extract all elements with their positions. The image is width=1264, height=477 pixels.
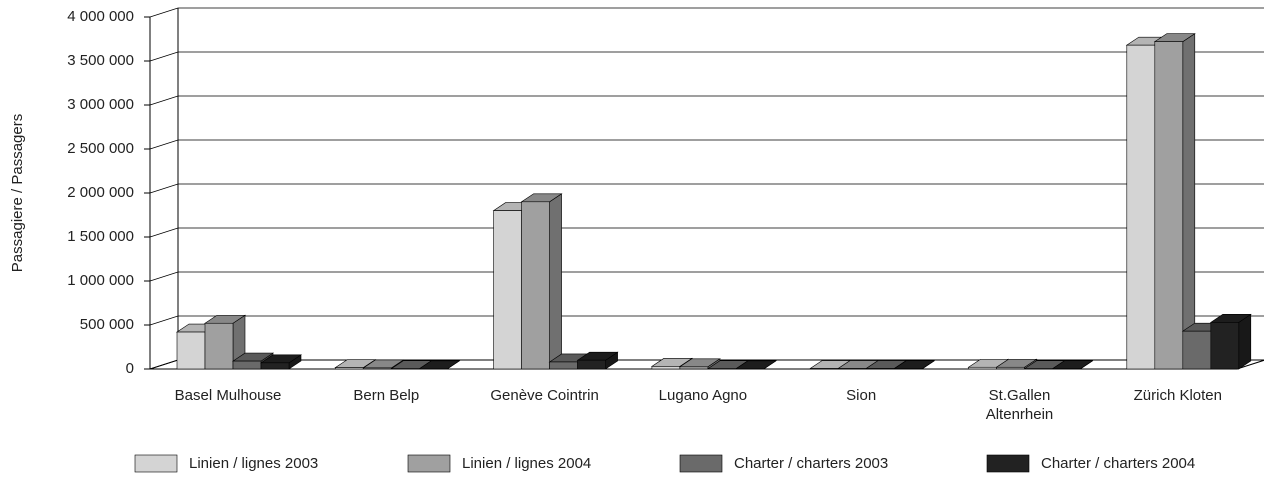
bar-side [1182, 33, 1196, 370]
bar [232, 360, 262, 370]
x-tick-label: Genève Cointrin [490, 387, 598, 404]
legend-swatch [679, 454, 723, 473]
y-tick-label: 1 500 000 [67, 228, 134, 245]
bar [521, 201, 550, 370]
y-tick-label: 3 500 000 [67, 52, 134, 69]
bar [1126, 44, 1156, 370]
bar [204, 322, 234, 370]
grid-line [149, 315, 1264, 326]
grid-line [149, 271, 1264, 282]
y-tick-label: 2 500 000 [67, 140, 134, 157]
grid-line [149, 139, 1264, 150]
grid-line [149, 183, 1264, 194]
bar [1210, 322, 1240, 370]
legend-swatch [986, 454, 1030, 473]
grid-line [149, 95, 1264, 106]
legend-label: Charter / charters 2004 [1041, 455, 1195, 472]
bar [334, 367, 364, 370]
y-tick-label: 0 [126, 360, 134, 377]
bar [577, 359, 606, 370]
bar [176, 331, 206, 370]
legend-label: Linien / lignes 2004 [462, 455, 591, 472]
y-tick-label: 2 000 000 [67, 184, 134, 201]
y-tick-label: 500 000 [80, 316, 134, 333]
bar [549, 361, 578, 370]
bar [651, 366, 681, 370]
y-tick-label: 4 000 000 [67, 8, 134, 25]
y-axis-label: Passagiere / Passagers [9, 114, 26, 272]
bar [260, 362, 290, 370]
bar [493, 210, 522, 370]
x-tick-label: Zürich Kloten [1134, 387, 1222, 404]
bar [362, 367, 392, 370]
bar [1154, 41, 1184, 370]
bar [996, 366, 1025, 370]
grid-line [149, 227, 1264, 238]
legend-swatch [407, 454, 451, 473]
grid-line [149, 7, 1264, 18]
bar-side [549, 193, 562, 370]
y-tick-label: 1 000 000 [67, 272, 134, 289]
bar-side [1238, 313, 1252, 370]
y-tick-label: 3 000 000 [67, 96, 134, 113]
legend-swatch [134, 454, 178, 473]
bar [968, 366, 997, 370]
x-tick-label: Sion [846, 387, 876, 404]
bar [1182, 330, 1212, 370]
bar [679, 366, 709, 370]
legend-label: Linien / lignes 2003 [189, 455, 318, 472]
legend-label: Charter / charters 2003 [734, 455, 888, 472]
x-tick-label: Lugano Agno [659, 387, 747, 404]
x-tick-label: St.Gallen Altenrhein [986, 387, 1054, 423]
x-tick-label: Basel Mulhouse [175, 387, 282, 404]
x-tick-label: Bern Belp [353, 387, 419, 404]
grid-line [149, 51, 1264, 62]
